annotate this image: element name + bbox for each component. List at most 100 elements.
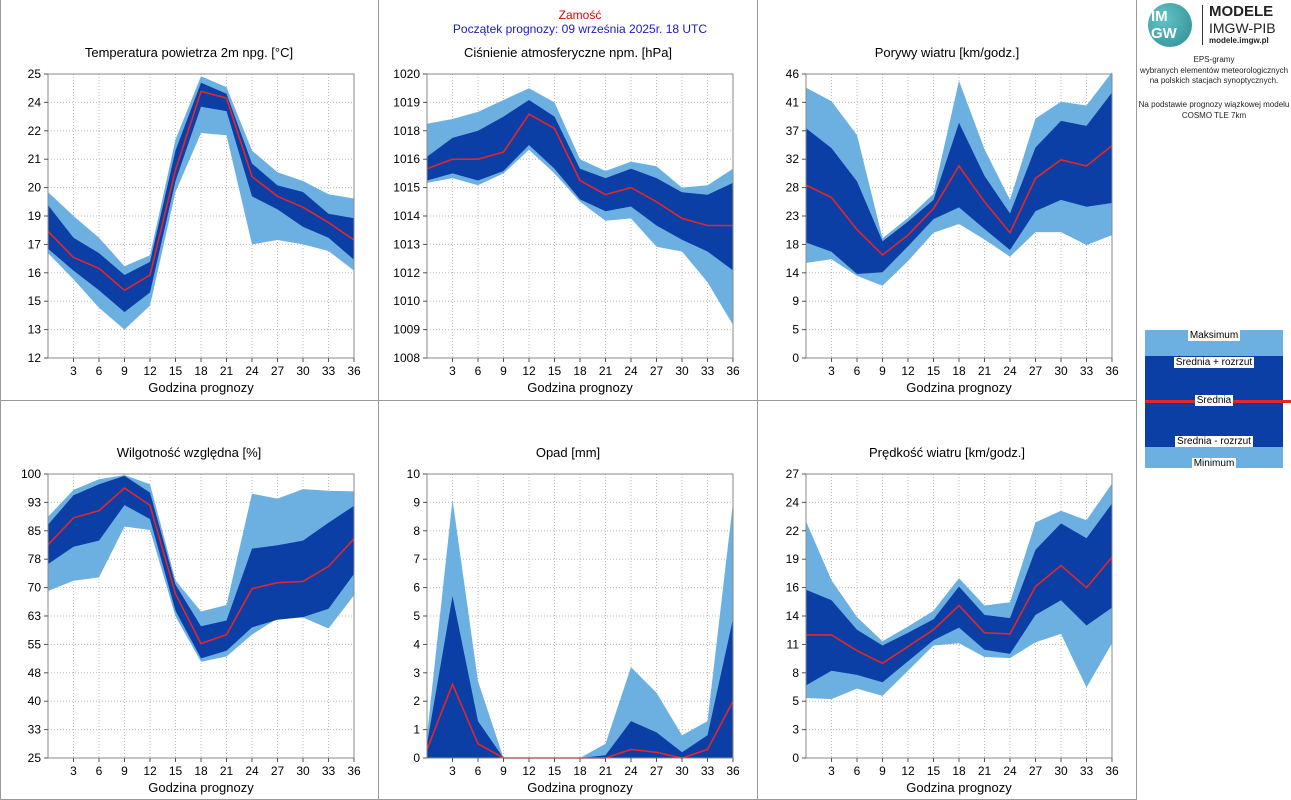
y-tick-label: 55 [28, 637, 42, 651]
spread-band [427, 100, 733, 271]
x-tick-label: 30 [675, 764, 689, 778]
legend-mean-label: Średnia [1194, 395, 1234, 406]
y-tick-label: 5 [413, 609, 420, 623]
y-tick-label: 16 [786, 581, 800, 595]
x-tick-label: 15 [169, 364, 183, 378]
chart-title: Wilgotność względna [%] [117, 445, 262, 460]
x-tick-label: 33 [701, 364, 715, 378]
logo-mark [1148, 3, 1192, 47]
y-tick-label: 1016 [393, 152, 420, 166]
x-tick-label: 18 [194, 764, 208, 778]
x-tick-label: 6 [475, 364, 482, 378]
x-tick-label: 36 [347, 364, 361, 378]
x-tick-label: 3 [828, 764, 835, 778]
x-tick-label: 15 [927, 764, 941, 778]
y-tick-label: 21 [28, 152, 42, 166]
x-tick-label: 12 [522, 364, 536, 378]
y-tick-label: 8 [413, 524, 420, 538]
x-tick-label: 21 [599, 364, 613, 378]
y-tick-label: 1018 [393, 124, 420, 138]
x-tick-label: 6 [854, 764, 861, 778]
y-tick-label: 85 [28, 524, 42, 538]
y-tick-label: 5 [792, 323, 799, 337]
y-tick-label: 6 [413, 581, 420, 595]
y-tick-label: 11 [787, 637, 800, 651]
y-tick-label: 19 [28, 209, 42, 223]
x-tick-label: 36 [347, 764, 361, 778]
y-tick-label: 1008 [393, 351, 420, 365]
chart-panel: Temperatura powietrza 2m npg. [°C] 12 13 15… [28, 45, 361, 395]
y-tick-label: 1010 [393, 294, 420, 308]
min-max-band [427, 499, 733, 758]
y-tick-label: 12 [28, 351, 42, 365]
y-tick-label: 100 [21, 467, 41, 481]
y-tick-label: 40 [28, 694, 42, 708]
model-line: COSMO TLE 7km [1181, 110, 1247, 120]
x-tick-label: 3 [70, 764, 77, 778]
y-tick-label: 0 [792, 751, 799, 765]
chart-title: Porywy wiatru [km/godz.] [875, 45, 1020, 60]
x-tick-label: 33 [322, 764, 336, 778]
x-tick-label: 33 [1080, 764, 1094, 778]
x-tick-label: 21 [978, 764, 992, 778]
x-tick-label: 15 [548, 764, 562, 778]
y-tick-label: 0 [413, 751, 420, 765]
x-tick-label: 33 [701, 764, 715, 778]
x-tick-label: 12 [522, 764, 536, 778]
x-tick-label: 36 [726, 764, 740, 778]
x-tick-label: 9 [121, 764, 128, 778]
spread-band [48, 82, 354, 313]
logo-url: modele.imgw.pl [1209, 36, 1269, 45]
y-tick-label: 14 [786, 609, 800, 623]
x-tick-label: 18 [194, 364, 208, 378]
y-tick-label: 78 [28, 552, 42, 566]
x-tick-label: 30 [675, 364, 689, 378]
x-tick-label: 33 [1080, 364, 1094, 378]
x-tick-label: 27 [650, 764, 664, 778]
model-description: Na podstawie prognozy wiązkowej modelu C… [1137, 100, 1291, 121]
x-tick-label: 36 [1105, 764, 1119, 778]
y-tick-label: 1020 [393, 67, 420, 81]
x-tick-label: 27 [271, 764, 285, 778]
y-tick-label: 14 [786, 266, 800, 280]
spread-band [427, 596, 733, 758]
logo-mark-bottom: GW [1151, 25, 1177, 42]
y-tick-label: 22 [786, 524, 800, 538]
x-tick-label: 15 [169, 764, 183, 778]
min-max-band [48, 76, 354, 330]
y-tick-label: 63 [28, 609, 42, 623]
x-tick-label: 33 [322, 364, 336, 378]
x-tick-label: 30 [1054, 764, 1068, 778]
forecast-start-title: Początek prognozy: 09 września 2025r. 18… [453, 22, 707, 36]
y-tick-label: 9 [413, 495, 420, 509]
y-tick-label: 10 [407, 467, 421, 481]
y-tick-label: 7 [413, 552, 420, 566]
y-tick-label: 24 [786, 495, 800, 509]
x-tick-label: 21 [599, 764, 613, 778]
x-tick-label: 27 [271, 364, 285, 378]
y-tick-label: 93 [28, 495, 42, 509]
x-tick-label: 21 [220, 764, 234, 778]
x-tick-label: 3 [828, 364, 835, 378]
y-tick-label: 1009 [393, 323, 420, 337]
x-tick-label: 12 [143, 364, 157, 378]
y-tick-label: 1013 [393, 237, 420, 251]
y-tick-label: 17 [28, 237, 42, 251]
mean-line [47, 486, 355, 645]
x-tick-label: 9 [121, 364, 128, 378]
y-tick-label: 22 [28, 124, 42, 138]
mean-line [806, 556, 1113, 665]
x-axis-label: Godzina prognozy [906, 380, 1012, 395]
spread-band [806, 92, 1112, 274]
chart-title: Opad [mm] [536, 445, 600, 460]
y-tick-label: 1012 [393, 266, 420, 280]
y-tick-label: 33 [28, 723, 42, 737]
spread-band [806, 503, 1112, 686]
x-tick-label: 9 [500, 764, 507, 778]
y-tick-label: 23 [786, 209, 800, 223]
model-line: Na podstawie prognozy wiązkowej modelu [1138, 100, 1290, 109]
mean-line [805, 144, 1113, 256]
logo-brand: MODELE [1209, 3, 1274, 20]
y-tick-label: 5 [792, 694, 799, 708]
